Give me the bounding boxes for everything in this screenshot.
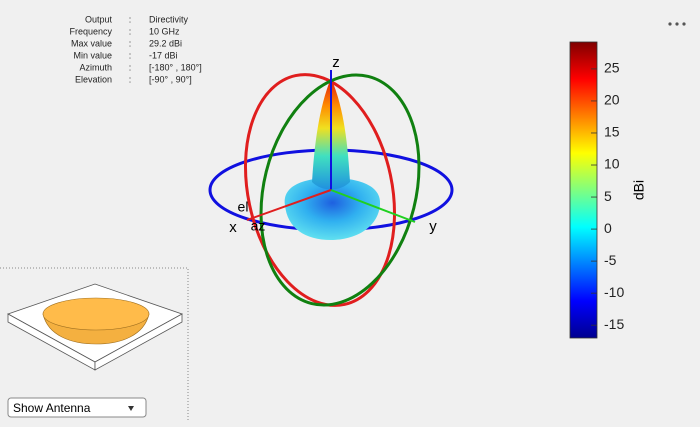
colorbar-label: dBi [631,180,647,200]
info-value: 10 GHz [149,26,180,36]
info-label: Frequency [69,26,112,36]
colorbar [569,41,598,339]
elevation-circle-red [243,73,397,307]
info-separator: : [129,74,132,84]
colorbar-tick-label: 25 [604,60,620,76]
info-value: [-180° , 180°] [149,62,202,72]
info-label: Elevation [75,74,112,84]
antenna-preview [0,267,189,422]
el-label: el [238,199,249,215]
z-label: z [332,54,340,71]
more-menu[interactable] [668,22,686,26]
info-value: 29.2 dBi [149,38,182,48]
info-label: Min value [73,50,112,60]
colorbar-tick-label: -5 [604,252,617,268]
info-panel: Output: Directivity Frequency: 10 GHz Max va… [69,14,201,84]
info-separator: : [129,50,132,60]
info-value: -17 dBi [149,50,178,60]
colorbar-tick-label: -15 [604,316,624,332]
dropdown-label[interactable]: Show Antenna [13,401,91,415]
info-separator: : [129,14,132,24]
antenna-dropdown[interactable]: Show Antenna [7,397,147,418]
info-value: Directivity [149,14,189,24]
colorbar-tick-label: 0 [604,220,612,236]
info-separator: : [129,62,132,72]
info-label: Output [85,14,113,24]
info-value: [-90° , 90°] [149,74,192,84]
y-label: y [429,218,437,235]
info-separator: : [129,26,132,36]
info-label: Azimuth [79,62,112,72]
az-label: az [251,218,266,234]
info-separator: : [129,38,132,48]
y-axis [330,189,416,223]
x-label: x [229,219,237,236]
colorbar-tick-label: 20 [604,92,620,108]
info-label: Max value [71,38,112,48]
pattern-body [284,178,381,240]
x-axis [246,189,332,221]
colorbar-tick-label: -10 [604,284,624,300]
colorbar-tick-label: 10 [604,156,620,172]
colorbar-tick-label: 15 [604,124,620,140]
pattern-plot [208,70,454,307]
elevation-circle-green [259,73,421,307]
colorbar-tick-label: 5 [604,188,612,204]
